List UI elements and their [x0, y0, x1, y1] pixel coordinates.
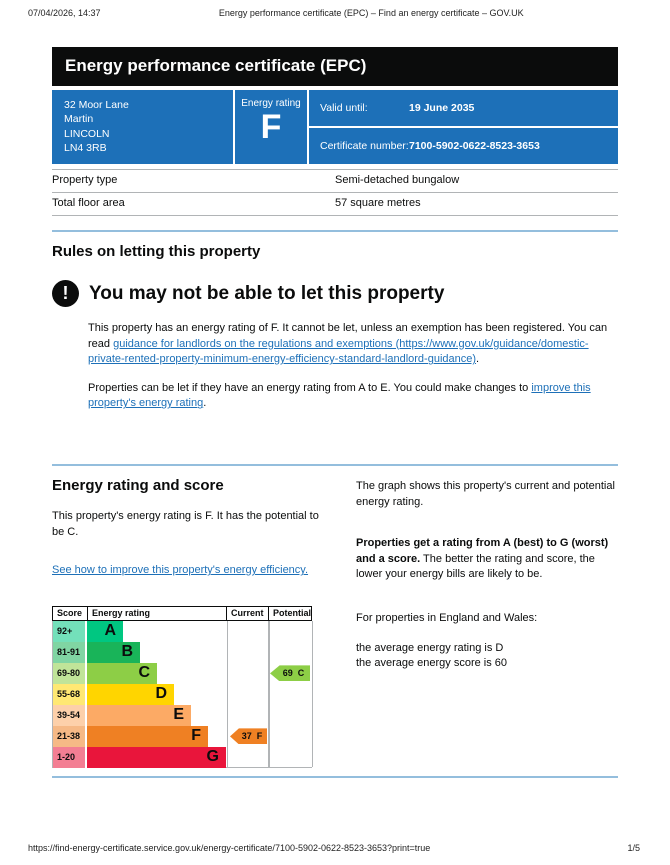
- page-title: Energy performance certificate (EPC): [52, 47, 618, 86]
- improve-rating-link[interactable]: improve this property's energy rating: [88, 381, 591, 410]
- paragraph-text: This property has an energy rating of F.…: [88, 322, 608, 350]
- band-bar: G: [87, 746, 226, 768]
- rating-section-heading: Energy rating and score: [52, 477, 224, 495]
- epc-rating-chart: Score Energy rating Current Potential 92…: [52, 605, 313, 768]
- address-line: LINCOLN: [64, 127, 110, 140]
- current-letter: F: [256, 731, 263, 742]
- rating-explanation-bold: Properties get a rating from A (best) to…: [356, 537, 609, 565]
- rating-score-right-column: The graph shows this property's current …: [356, 477, 618, 768]
- band-bar: E: [87, 704, 191, 726]
- band-bar: F: [87, 725, 208, 747]
- rating-intro-text: This property's energy rating is F. It h…: [52, 510, 319, 538]
- property-type-label: Property type: [52, 174, 118, 186]
- letting-warning: ! You may not be able to let this proper…: [52, 280, 618, 412]
- address-line: 32 Moor Lane: [64, 99, 129, 111]
- energy-rating-cell: Energy rating F: [233, 90, 307, 164]
- band-bar: D: [87, 683, 174, 705]
- section-divider: [52, 775, 618, 778]
- property-type-value: Semi-detached bungalow: [335, 174, 460, 186]
- paragraph-text: Properties can be let if they have an en…: [88, 381, 532, 394]
- certificate-number-label: Certificate number:: [320, 140, 409, 152]
- average-score-line: the average energy score is 60: [356, 657, 508, 670]
- floor-area-label: Total floor area: [52, 197, 125, 209]
- property-details-table: Property type Semi-detached bungalow Tot…: [52, 169, 618, 216]
- address-line: LN4 3RB: [64, 141, 107, 154]
- rules-section-heading: Rules on letting this property: [52, 243, 261, 260]
- england-wales-label: For properties in England and Wales:: [356, 612, 538, 625]
- rating-score-left-column: Energy rating and score This property's …: [52, 477, 330, 768]
- valid-until-label: Valid until:: [320, 102, 368, 114]
- paragraph-text: .: [203, 397, 207, 410]
- epc-band-row: 55-68 D: [53, 683, 312, 705]
- warning-paragraph-2: Properties can be let if they have an en…: [88, 381, 618, 412]
- floor-area-value: 57 square metres: [335, 197, 421, 209]
- print-url: https://find-energy-certificate.service.…: [28, 843, 431, 853]
- band-bar: B: [87, 641, 140, 663]
- epc-band-row: 92+ A: [53, 620, 312, 642]
- improve-efficiency-link[interactable]: See how to improve this property's energ…: [52, 564, 309, 577]
- band-score-range: 92+: [53, 620, 87, 642]
- print-datetime: 07/04/2026, 14:37: [28, 8, 101, 18]
- energy-rating-column-header: Energy rating: [87, 606, 226, 620]
- band-bar: C: [87, 662, 157, 684]
- table-row: Property type Semi-detached bungalow: [52, 170, 618, 193]
- rating-score-section: Energy rating and score This property's …: [52, 477, 618, 768]
- print-footer: https://find-energy-certificate.service.…: [0, 843, 670, 853]
- warning-body: This property has an energy rating of F.…: [88, 321, 618, 412]
- epc-band-row: 69-80 C: [53, 662, 312, 684]
- score-column-header: Score: [57, 608, 83, 619]
- rating-explanation-rest: The better the rating and score, the low…: [356, 552, 595, 581]
- potential-column: [269, 620, 313, 767]
- current-column-header: Current: [226, 606, 268, 620]
- epc-band-row: 21-38 F: [53, 725, 312, 747]
- potential-letter: C: [297, 668, 305, 679]
- print-header: 07/04/2026, 14:37 Energy performance cer…: [0, 0, 670, 18]
- current-column: [227, 620, 269, 767]
- table-row: Total floor area 57 square metres: [52, 193, 618, 216]
- certificate-number-row: Certificate number: 7100-5902-0622-8523-…: [309, 126, 618, 164]
- rating-explanation: Properties get a rating from A (best) to…: [356, 536, 618, 583]
- valid-until-row: Valid until: 19 June 2035: [309, 90, 618, 126]
- epc-band-row: 81-91 B: [53, 641, 312, 663]
- epc-band-row: 39-54 E: [53, 704, 312, 726]
- section-divider: [52, 230, 618, 232]
- graph-description: The graph shows this property's current …: [356, 480, 615, 508]
- print-page-title: Energy performance certificate (EPC) – F…: [218, 8, 524, 18]
- current-rating-arrow: 37 F: [230, 728, 267, 745]
- band-score-range: 1-20: [53, 746, 87, 768]
- valid-until-value: 19 June 2035: [409, 102, 475, 114]
- current-score: 37: [241, 731, 252, 742]
- certificate-number-value: 7100-5902-0622-8523-3653: [409, 140, 540, 152]
- epc-chart-header: Score Energy rating Current Potential: [52, 605, 312, 621]
- epc-chart-body: 92+ A 81-91 B 69-80 C 55-68 D 39-54 E 21-38 F 1-20 G …: [52, 620, 313, 768]
- band-bar: A: [87, 620, 123, 642]
- potential-score: 69: [282, 668, 293, 679]
- section-divider: [52, 464, 618, 467]
- band-score-range: 21-38: [53, 725, 87, 747]
- validity-cell: Valid until: 19 June 2035 Certificate nu…: [307, 90, 618, 164]
- band-score-range: 39-54: [53, 704, 87, 726]
- page-indicator: 1/5: [627, 843, 640, 853]
- average-rating-lines: the average energy rating is D the avera…: [356, 641, 618, 672]
- band-score-range: 69-80: [53, 662, 87, 684]
- epc-band-row: 1-20 G: [53, 746, 312, 768]
- warning-heading: You may not be able to let this property: [89, 282, 445, 304]
- paragraph-text: .: [476, 353, 480, 366]
- exclamation-icon: !: [52, 280, 79, 307]
- potential-rating-arrow: 69 C: [270, 665, 310, 682]
- warning-header: ! You may not be able to let this proper…: [52, 280, 618, 307]
- band-score-range: 55-68: [53, 683, 87, 705]
- band-score-range: 81-91: [53, 641, 87, 663]
- landlord-guidance-link[interactable]: guidance for landlords on the regulation…: [88, 337, 589, 366]
- certificate-page: Energy performance certificate (EPC) 32 …: [52, 47, 618, 778]
- property-address: 32 Moor Lane Martin LINCOLN LN4 3RB: [52, 90, 233, 164]
- average-rating-line: the average energy rating is D: [356, 641, 504, 654]
- energy-rating-value: F: [260, 108, 282, 146]
- warning-paragraph-1: This property has an energy rating of F.…: [88, 321, 618, 368]
- potential-column-header: Potential: [268, 606, 311, 620]
- energy-rating-label: Energy rating: [241, 98, 301, 109]
- address-line: Martin: [64, 113, 94, 126]
- certificate-summary-box: 32 Moor Lane Martin LINCOLN LN4 3RB Ener…: [52, 90, 618, 164]
